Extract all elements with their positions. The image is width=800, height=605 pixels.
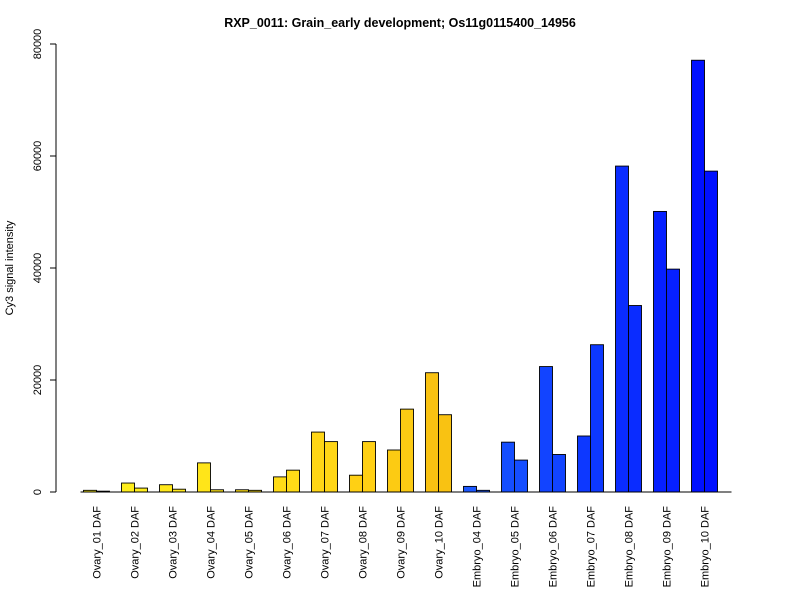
bar bbox=[539, 366, 553, 493]
bar bbox=[121, 482, 135, 493]
bar bbox=[628, 305, 642, 493]
y-tick-label: 40000 bbox=[32, 253, 44, 284]
bar bbox=[438, 414, 452, 493]
x-tick-label: Ovary_10 DAF bbox=[434, 506, 446, 579]
bar bbox=[577, 435, 591, 493]
bar bbox=[400, 408, 414, 493]
x-tick-label: Ovary_09 DAF bbox=[396, 506, 408, 579]
x-tick-label: Embryo_07 DAF bbox=[586, 506, 598, 588]
bar bbox=[666, 268, 680, 493]
bar bbox=[425, 372, 439, 493]
bar bbox=[134, 487, 148, 493]
x-tick-label: Ovary_03 DAF bbox=[168, 506, 180, 579]
chart-title: RXP_0011: Grain_early development; Os11g… bbox=[224, 16, 576, 30]
bar bbox=[552, 454, 566, 493]
bar bbox=[501, 441, 515, 493]
bar bbox=[615, 165, 629, 493]
x-tick-label: Ovary_01 DAF bbox=[92, 506, 104, 579]
x-tick-label: Ovary_02 DAF bbox=[130, 506, 142, 579]
bar bbox=[197, 462, 211, 493]
bar bbox=[349, 474, 363, 493]
bar bbox=[514, 459, 528, 493]
x-tick-labels: Ovary_01 DAF Ovary_02 DAF Ovary_03 DAF Ovar… bbox=[92, 506, 712, 588]
x-tick-label: Embryo_10 DAF bbox=[700, 506, 712, 588]
y-tick-label: 0 bbox=[32, 489, 44, 495]
x-tick-label: Embryo_05 DAF bbox=[510, 506, 522, 588]
bar bbox=[362, 441, 376, 493]
x-tick-label: Ovary_07 DAF bbox=[320, 506, 332, 579]
bar bbox=[590, 344, 604, 493]
x-tick-label: Embryo_09 DAF bbox=[662, 506, 674, 588]
y-axis: 0 20000 40000 60000 80000 bbox=[32, 29, 57, 495]
x-tick-label: Embryo_04 DAF bbox=[472, 506, 484, 588]
y-tick-label: 60000 bbox=[32, 141, 44, 172]
bar bbox=[324, 441, 338, 493]
x-tick-label: Ovary_06 DAF bbox=[282, 506, 294, 579]
y-tick-label: 20000 bbox=[32, 365, 44, 396]
bar bbox=[704, 170, 718, 493]
bar bbox=[463, 485, 477, 493]
y-tick-label: 80000 bbox=[32, 29, 44, 60]
bar bbox=[273, 476, 287, 493]
bar bbox=[387, 449, 401, 493]
bar bbox=[311, 431, 325, 493]
bar bbox=[159, 484, 173, 493]
x-tick-label: Embryo_08 DAF bbox=[624, 506, 636, 588]
x-tick-label: Ovary_04 DAF bbox=[206, 506, 218, 579]
bar bbox=[286, 469, 300, 493]
bar bbox=[691, 59, 705, 493]
x-tick-label: Ovary_08 DAF bbox=[358, 506, 370, 579]
bars bbox=[83, 59, 718, 493]
x-tick-label: Ovary_05 DAF bbox=[244, 506, 256, 579]
x-tick-label: Embryo_06 DAF bbox=[548, 506, 560, 588]
y-axis-label: Cy3 signal intensity bbox=[4, 220, 16, 315]
bar bbox=[653, 210, 667, 493]
